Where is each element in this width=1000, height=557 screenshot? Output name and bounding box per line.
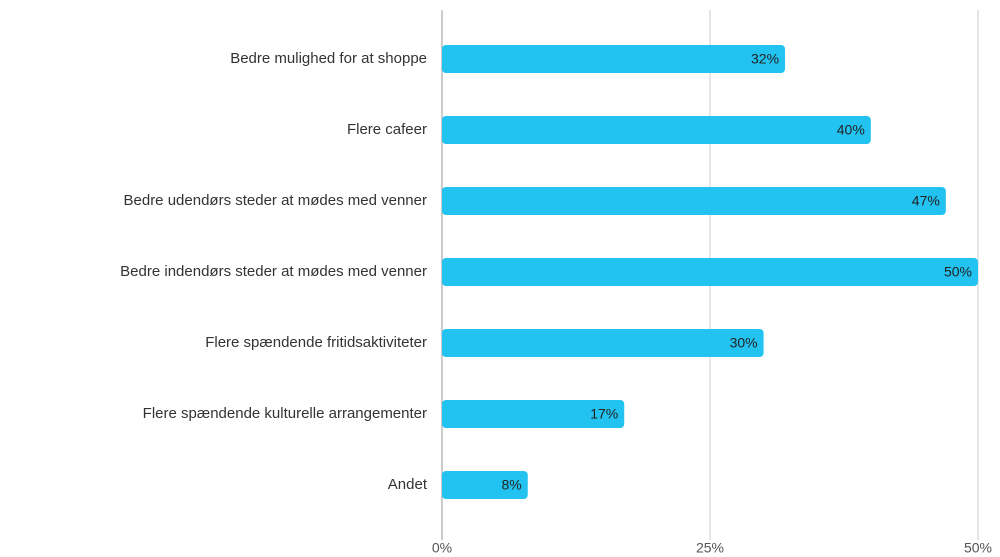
value-label: 30%: [730, 335, 758, 351]
value-label: 8%: [502, 477, 522, 493]
bar: [442, 187, 946, 215]
bar: [442, 471, 528, 499]
y-tick-label: Bedre indendørs steder at mødes med venn…: [120, 263, 427, 280]
y-tick-label: Flere spændende kulturelle arrangementer: [143, 405, 427, 422]
y-tick-label: Andet: [388, 476, 428, 493]
value-label: 32%: [751, 51, 779, 67]
bar: [442, 116, 871, 144]
y-tick-label: Bedre udendørs steder at mødes med venne…: [124, 192, 428, 209]
y-tick-label: Bedre mulighed for at shoppe: [230, 50, 427, 67]
bar: [442, 329, 764, 357]
x-tick-label: 50%: [964, 540, 992, 556]
y-tick-label: Flere cafeer: [347, 121, 427, 138]
bar: [442, 258, 978, 286]
bar: [442, 45, 786, 73]
bar: [442, 400, 625, 428]
value-label: 40%: [837, 122, 865, 138]
x-tick-label: 0%: [432, 540, 452, 556]
x-tick-label: 25%: [696, 540, 724, 556]
y-tick-label: Flere spændende fritidsaktiviteter: [205, 334, 427, 351]
value-label: 50%: [944, 264, 972, 280]
value-label: 17%: [590, 406, 618, 422]
value-label: 47%: [912, 193, 940, 209]
